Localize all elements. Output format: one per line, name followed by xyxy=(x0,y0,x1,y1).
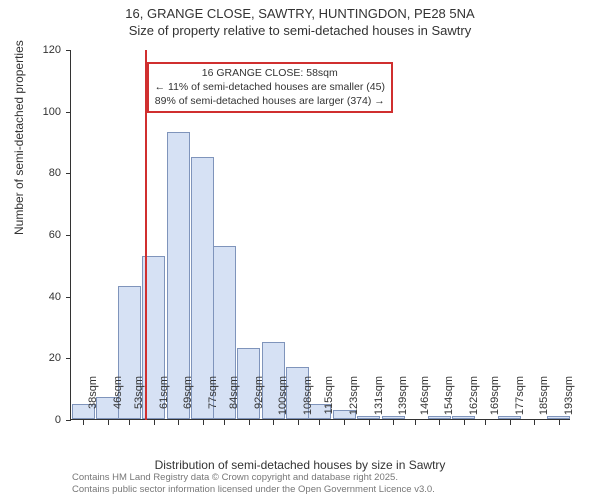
y-axis-label: Number of semi-detached properties xyxy=(12,40,26,235)
xtick-label: 92sqm xyxy=(253,376,265,426)
xtick-mark xyxy=(203,420,204,425)
xtick-mark xyxy=(344,420,345,425)
xtick-mark xyxy=(154,420,155,425)
xtick-label: 146sqm xyxy=(419,376,431,426)
ytick-mark xyxy=(66,50,71,51)
xtick-label: 77sqm xyxy=(207,376,219,426)
xtick-mark xyxy=(273,420,274,425)
xtick-label: 185sqm xyxy=(538,376,550,426)
footer-line-1: Contains HM Land Registry data © Crown c… xyxy=(72,472,435,484)
xtick-mark xyxy=(393,420,394,425)
annotation-box: 16 GRANGE CLOSE: 58sqm← 11% of semi-deta… xyxy=(147,62,393,113)
xtick-mark xyxy=(464,420,465,425)
chart-area: 02040608010012038sqm46sqm53sqm61sqm69sqm… xyxy=(70,50,570,420)
xtick-label: 115sqm xyxy=(323,376,335,426)
ytick-label: 120 xyxy=(21,44,61,56)
xtick-mark xyxy=(249,420,250,425)
xtick-mark xyxy=(510,420,511,425)
ytick-mark xyxy=(66,235,71,236)
xtick-mark xyxy=(559,420,560,425)
xtick-label: 69sqm xyxy=(182,376,194,426)
xtick-label: 108sqm xyxy=(302,376,314,426)
chart-title: 16, GRANGE CLOSE, SAWTRY, HUNTINGDON, PE… xyxy=(0,0,600,40)
xtick-mark xyxy=(178,420,179,425)
xtick-mark xyxy=(319,420,320,425)
xtick-label: 154sqm xyxy=(443,376,455,426)
footer-attribution: Contains HM Land Registry data © Crown c… xyxy=(72,472,435,496)
annotation-line-1: ← 11% of semi-detached houses are smalle… xyxy=(155,81,385,95)
ytick-mark xyxy=(66,358,71,359)
xtick-mark xyxy=(439,420,440,425)
xtick-label: 177sqm xyxy=(514,376,526,426)
xtick-mark xyxy=(369,420,370,425)
ytick-label: 0 xyxy=(21,414,61,426)
x-axis-label: Distribution of semi-detached houses by … xyxy=(0,458,600,472)
annotation-title: 16 GRANGE CLOSE: 58sqm xyxy=(155,67,385,81)
xtick-label: 61sqm xyxy=(158,376,170,426)
xtick-mark xyxy=(224,420,225,425)
xtick-label: 193sqm xyxy=(563,376,575,426)
xtick-label: 162sqm xyxy=(468,376,480,426)
ytick-label: 60 xyxy=(21,229,61,241)
xtick-label: 131sqm xyxy=(373,376,385,426)
ytick-mark xyxy=(66,420,71,421)
ytick-mark xyxy=(66,112,71,113)
xtick-mark xyxy=(83,420,84,425)
ytick-mark xyxy=(66,173,71,174)
plot-region: 02040608010012038sqm46sqm53sqm61sqm69sqm… xyxy=(70,50,570,420)
ytick-mark xyxy=(66,297,71,298)
xtick-label: 46sqm xyxy=(112,376,124,426)
xtick-label: 38sqm xyxy=(87,376,99,426)
title-line-1: 16, GRANGE CLOSE, SAWTRY, HUNTINGDON, PE… xyxy=(0,6,600,23)
ytick-label: 20 xyxy=(21,352,61,364)
xtick-label: 139sqm xyxy=(397,376,409,426)
xtick-label: 123sqm xyxy=(348,376,360,426)
xtick-mark xyxy=(108,420,109,425)
title-line-2: Size of property relative to semi-detach… xyxy=(0,23,600,40)
annotation-line-2: 89% of semi-detached houses are larger (… xyxy=(155,95,385,109)
ytick-label: 80 xyxy=(21,167,61,179)
xtick-mark xyxy=(485,420,486,425)
xtick-label: 100sqm xyxy=(277,376,289,426)
chart-container: 16, GRANGE CLOSE, SAWTRY, HUNTINGDON, PE… xyxy=(0,0,600,500)
xtick-mark xyxy=(415,420,416,425)
xtick-label: 84sqm xyxy=(228,376,240,426)
xtick-mark xyxy=(534,420,535,425)
ytick-label: 100 xyxy=(21,106,61,118)
footer-line-2: Contains public sector information licen… xyxy=(72,484,435,496)
xtick-mark xyxy=(298,420,299,425)
xtick-label: 53sqm xyxy=(133,376,145,426)
ytick-label: 40 xyxy=(21,291,61,303)
xtick-label: 169sqm xyxy=(489,376,501,426)
xtick-mark xyxy=(129,420,130,425)
